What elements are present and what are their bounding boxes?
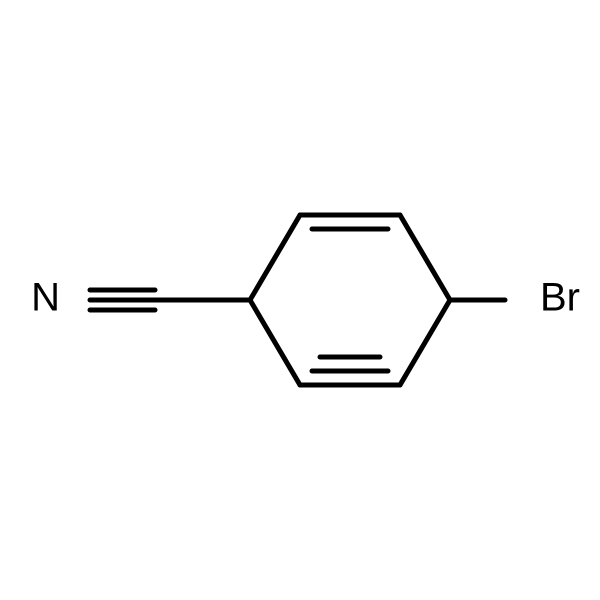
atom-label-br: Br [540, 276, 580, 320]
bond-layer [90, 215, 505, 385]
bond-line [250, 215, 300, 300]
bond-line [250, 300, 300, 385]
atom-label-n: N [31, 276, 60, 320]
bond-line [400, 215, 450, 300]
molecule-diagram: N Br [0, 0, 600, 600]
bond-line [400, 300, 450, 385]
